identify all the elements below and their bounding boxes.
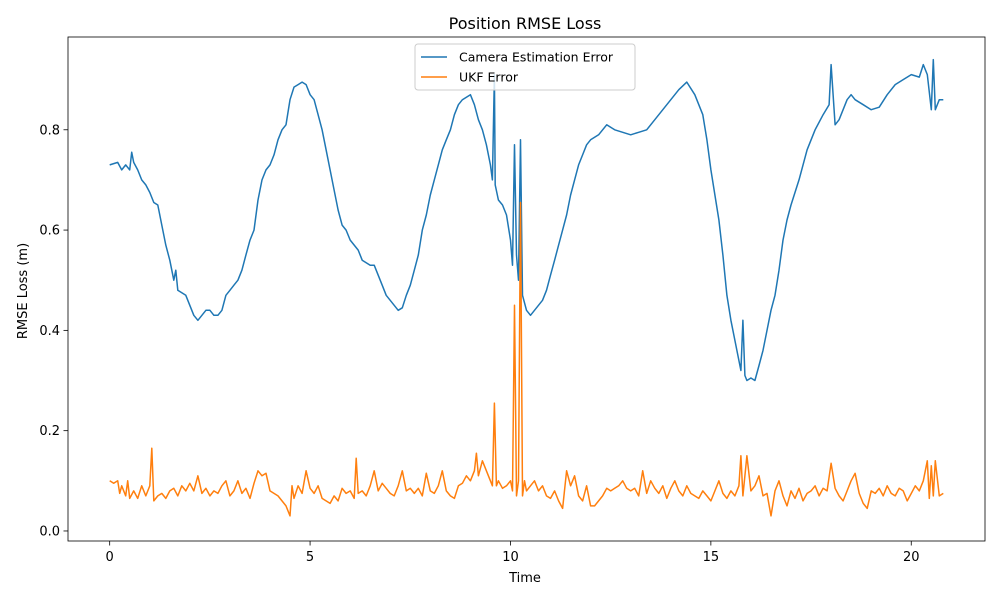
y-tick-label: 0.2 [39,424,60,439]
legend: Camera Estimation Error UKF Error [414,43,636,91]
chart-title: Position RMSE Loss [449,14,602,33]
x-axis-label: Time [508,571,541,586]
x-tick-label: 0 [106,550,114,565]
legend-label-ukf-error: UKF Error [459,70,519,85]
x-tick-label: 10 [502,550,519,565]
series-line-ukf-error [109,201,944,517]
series-line-camera-estimation-error [109,58,944,382]
y-tick-label: 0.0 [39,524,60,539]
y-tick-label: 0.6 [39,224,60,239]
y-axis-label: RMSE Loss (m) [16,243,31,339]
legend-label-camera-estimation-error: Camera Estimation Error [459,50,614,65]
x-tick-label: 15 [703,550,720,565]
x-tick-label: 5 [306,550,314,565]
y-tick-label: 0.8 [39,123,60,138]
plot-area: 0 5 10 15 20 0.0 0.2 0.4 0.6 0.8 [39,36,986,565]
legend-box [414,43,636,91]
x-tick-label: 20 [903,550,920,565]
y-tick-label: 0.4 [39,324,60,339]
axes-frame [67,36,986,542]
